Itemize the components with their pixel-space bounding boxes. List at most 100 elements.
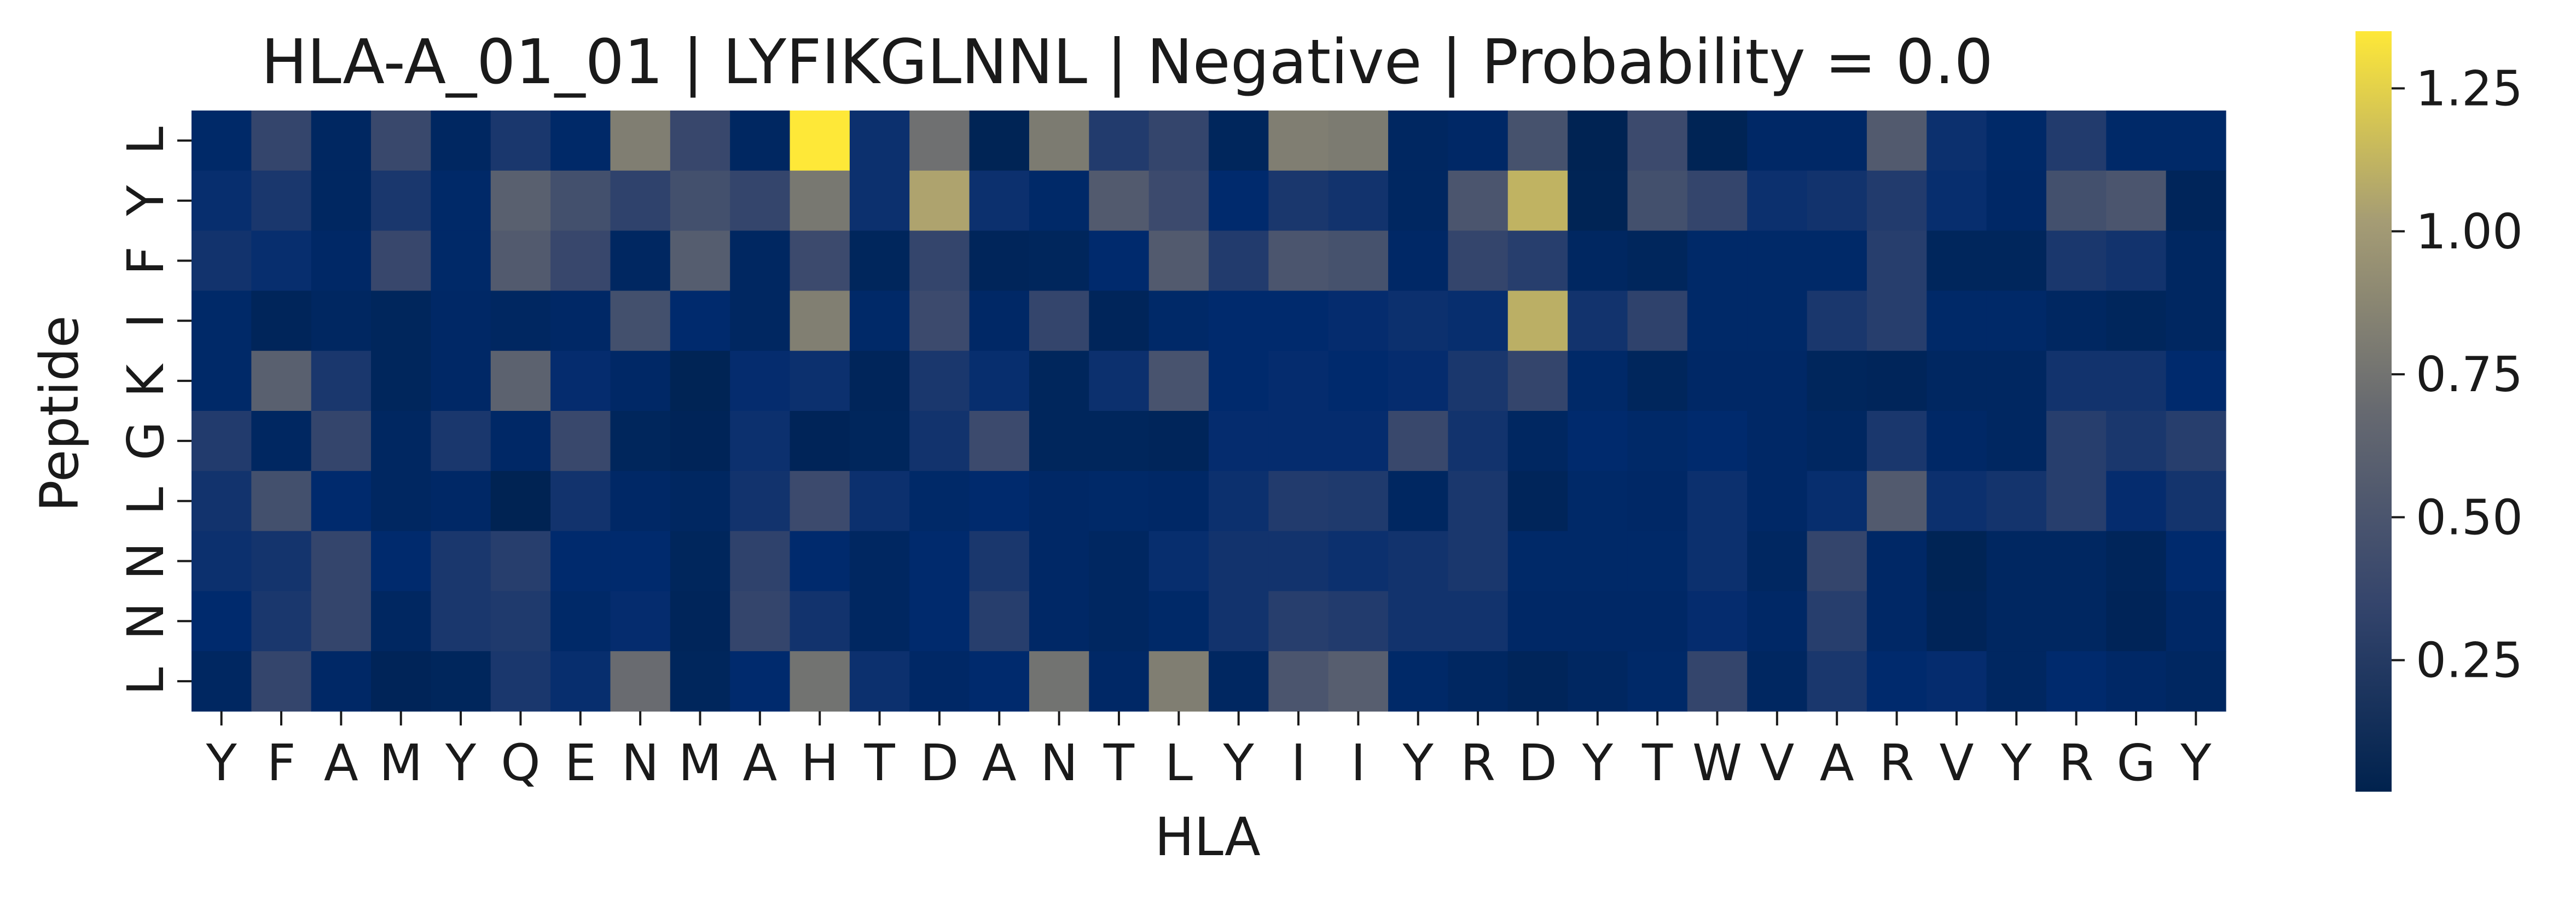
heatmap-cell — [1927, 651, 1987, 712]
heatmap-cell — [371, 291, 432, 351]
heatmap-cell — [1328, 351, 1389, 411]
heatmap-cell — [192, 651, 252, 712]
heatmap-cell — [1507, 471, 1568, 532]
heatmap-cell — [670, 170, 730, 231]
heatmap-cell — [1448, 411, 1509, 472]
heatmap-cell — [1986, 651, 2047, 712]
heatmap-cell — [1747, 531, 1808, 591]
heatmap-cells — [192, 111, 2226, 712]
heatmap-cell — [1507, 591, 1568, 652]
heatmap-cell — [1089, 411, 1150, 472]
heatmap-cell — [550, 291, 611, 351]
heatmap-cell — [1388, 170, 1449, 231]
heatmap-cell — [2046, 531, 2107, 591]
heatmap-cell — [790, 651, 850, 712]
heatmap-cell — [1388, 351, 1449, 411]
heatmap-cell — [431, 351, 491, 411]
heatmap-cell — [2106, 531, 2167, 591]
heatmap-cell — [730, 531, 791, 591]
heatmap-cell — [1328, 230, 1389, 291]
heatmap-cell — [371, 170, 432, 231]
heatmap-cell — [2166, 351, 2226, 411]
heatmap-cell — [1807, 351, 1867, 411]
heatmap-cell — [1866, 230, 1927, 291]
heatmap-cell — [1448, 651, 1509, 712]
heatmap-cell — [1747, 591, 1808, 652]
heatmap-cell — [1089, 170, 1150, 231]
x-tick-label: L — [1165, 734, 1193, 792]
heatmap-cell — [1089, 651, 1150, 712]
heatmap-cell — [1268, 291, 1329, 351]
heatmap-cell — [1687, 291, 1748, 351]
heatmap-cell — [192, 411, 252, 472]
heatmap-cell — [1388, 230, 1449, 291]
heatmap-cell — [2106, 230, 2167, 291]
colorbar-tick-label: 0.75 — [2416, 346, 2523, 403]
heatmap-cell — [1328, 471, 1389, 532]
y-tick-label: F — [117, 246, 175, 275]
heatmap-cell — [311, 591, 372, 652]
heatmap-cell — [670, 351, 730, 411]
heatmap-cell — [1568, 291, 1628, 351]
heatmap-cell — [1328, 291, 1389, 351]
heatmap-cell — [1568, 351, 1628, 411]
heatmap-cell — [969, 471, 1030, 532]
heatmap-cell — [192, 531, 252, 591]
heatmap-cell — [1866, 471, 1927, 532]
heatmap-cell — [610, 531, 671, 591]
heatmap-cell — [371, 230, 432, 291]
heatmap-cell — [610, 170, 671, 231]
heatmap-cell — [311, 230, 372, 291]
heatmap-cell — [550, 471, 611, 532]
heatmap-cell — [1866, 170, 1927, 231]
heatmap-cell — [2046, 111, 2107, 171]
x-tick-label: A — [324, 734, 358, 792]
heatmap-cell — [192, 230, 252, 291]
heatmap-cell — [1268, 411, 1329, 472]
heatmap-cell — [550, 351, 611, 411]
x-tick-label: A — [982, 734, 1017, 792]
heatmap-cell — [192, 111, 252, 171]
heatmap-cell — [909, 351, 970, 411]
heatmap-cell — [670, 411, 730, 472]
heatmap-cell — [1448, 170, 1509, 231]
heatmap-cell — [1807, 531, 1867, 591]
x-tick-label: V — [1760, 734, 1794, 792]
heatmap-cell — [2166, 170, 2226, 231]
heatmap-cell — [1089, 471, 1150, 532]
heatmap-cell — [1148, 351, 1209, 411]
heatmap-cell — [1089, 531, 1150, 591]
x-tick-label: T — [1641, 734, 1673, 792]
heatmap-cell — [1627, 170, 1688, 231]
heatmap-cell — [490, 471, 551, 532]
heatmap-cell — [1029, 591, 1089, 652]
heatmap-cell — [849, 230, 910, 291]
heatmap-cell — [1029, 411, 1089, 472]
heatmap-cell — [1568, 531, 1628, 591]
heatmap-cell — [1627, 651, 1688, 712]
heatmap-cell — [550, 170, 611, 231]
heatmap-cell — [1029, 291, 1089, 351]
heatmap-cell — [1927, 230, 1987, 291]
heatmap-cell — [1986, 531, 2047, 591]
heatmap-cell — [1268, 111, 1329, 171]
heatmap-cell — [969, 111, 1030, 171]
heatmap-cell — [1927, 591, 1987, 652]
heatmap-cell — [251, 411, 312, 472]
heatmap-cell — [1029, 651, 1089, 712]
heatmap-cell — [490, 291, 551, 351]
heatmap-cell — [909, 651, 970, 712]
heatmap-cell — [251, 591, 312, 652]
y-tick-label: N — [117, 602, 175, 640]
heatmap-cell — [431, 170, 491, 231]
heatmap-cell — [1388, 591, 1449, 652]
heatmap-cell — [1148, 471, 1209, 532]
heatmap-cell — [2106, 411, 2167, 472]
heatmap-cell — [909, 591, 970, 652]
x-tick-label: G — [2116, 734, 2155, 792]
heatmap-cell — [790, 170, 850, 231]
heatmap-cell — [1268, 471, 1329, 532]
heatmap-cell — [1209, 591, 1269, 652]
heatmap-cell — [1148, 411, 1209, 472]
heatmap-cell — [550, 230, 611, 291]
